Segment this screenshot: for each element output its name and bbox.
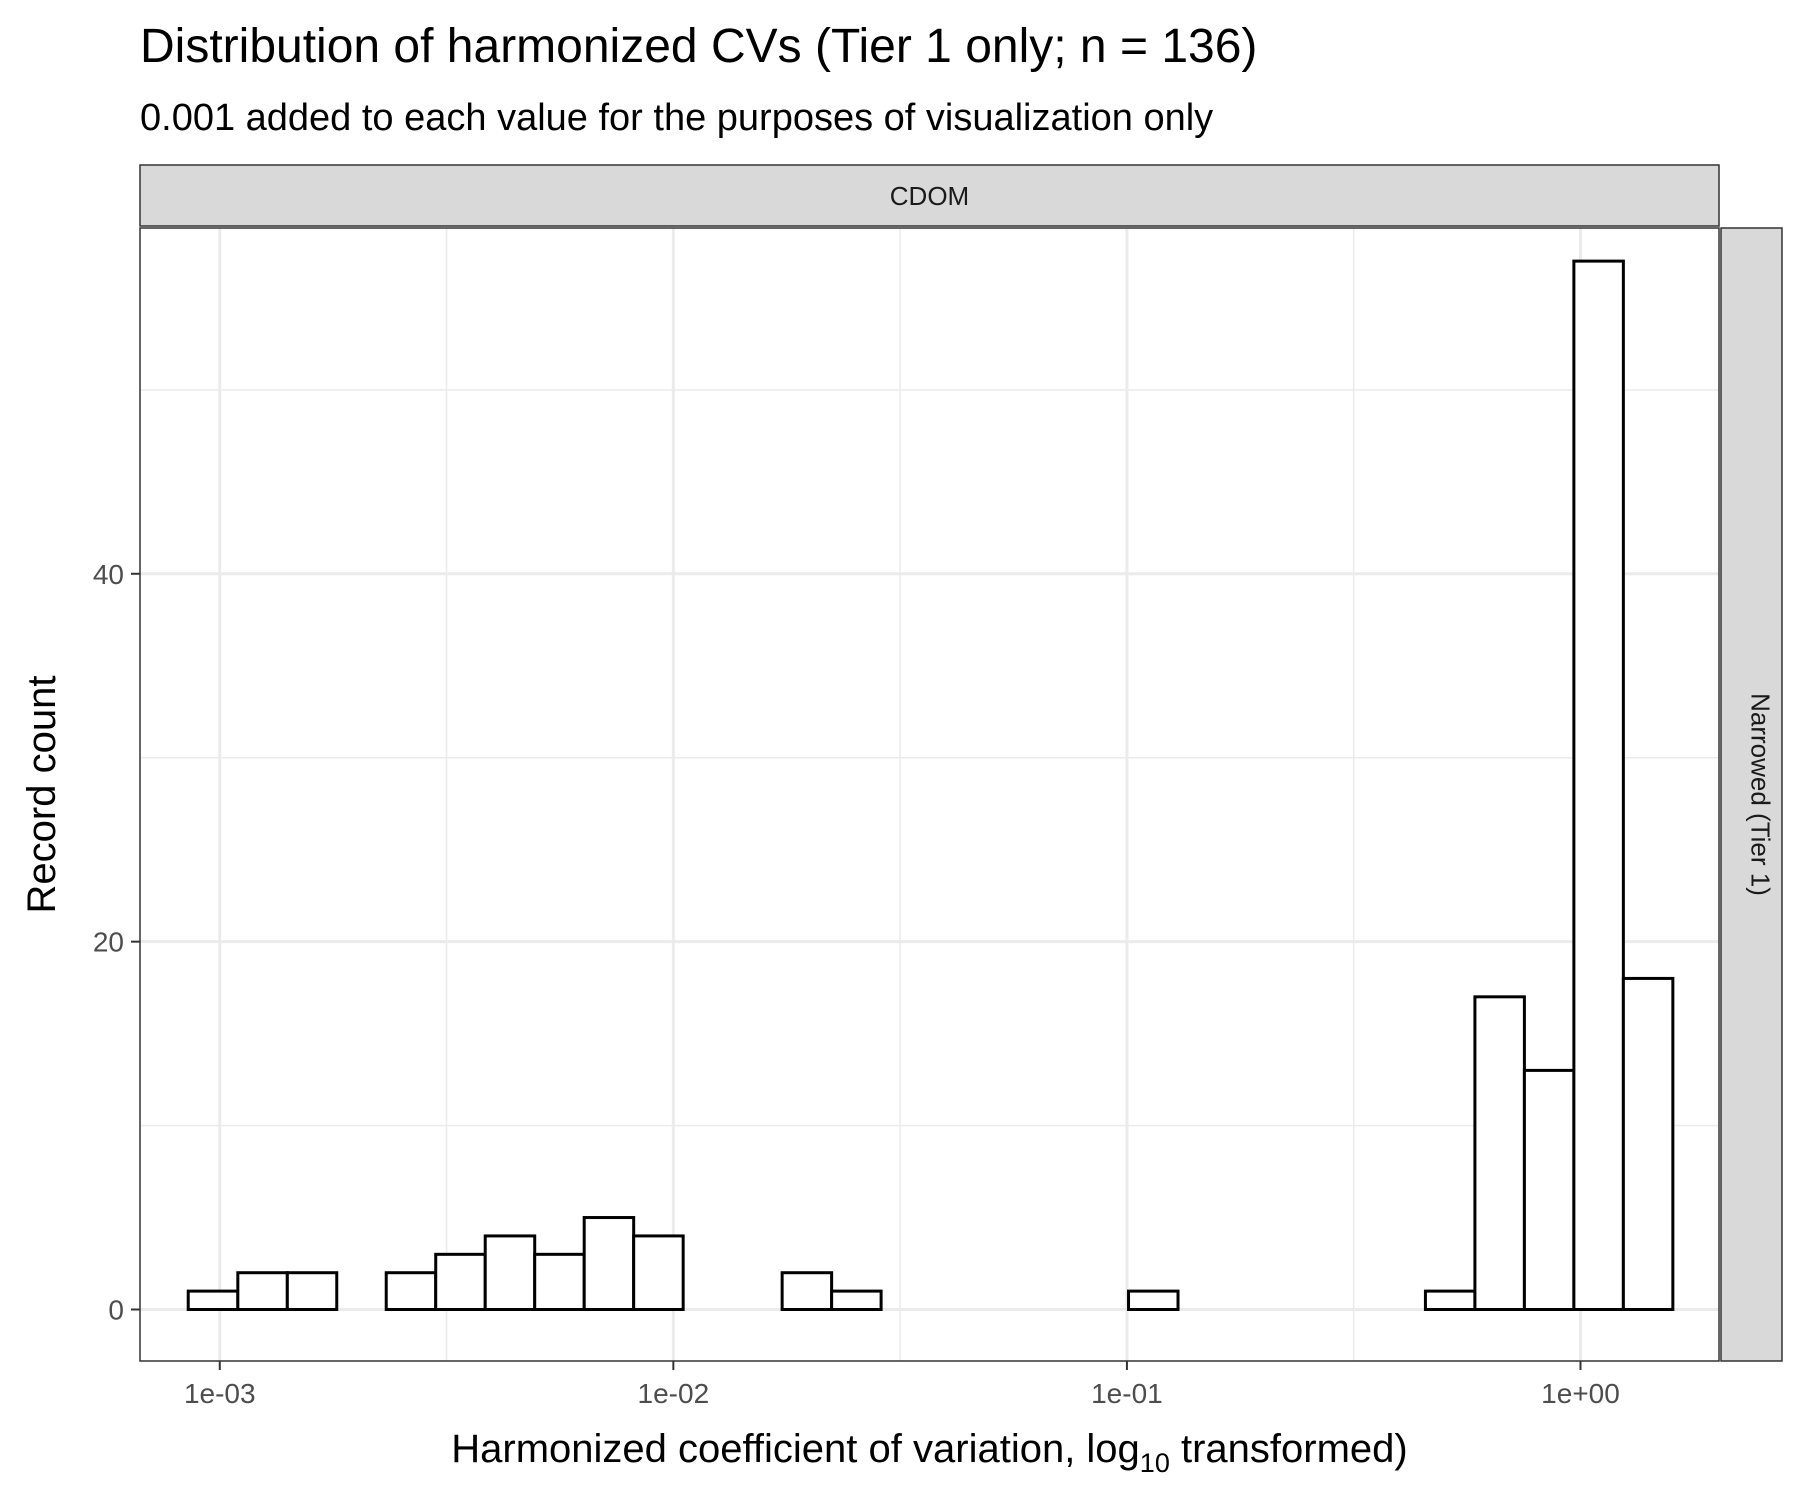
histogram-bar <box>830 1289 883 1312</box>
plot-panel <box>140 228 1719 1361</box>
x-tick-label: 1e-03 <box>184 1378 256 1409</box>
chart-subtitle: 0.001 added to each value for the purpos… <box>140 97 1213 139</box>
histogram-bar <box>1127 1289 1180 1312</box>
y-tick-label: 0 <box>108 1295 124 1326</box>
histogram-bar <box>1522 1068 1576 1311</box>
histogram-bar <box>1572 259 1625 1311</box>
histogram-bar <box>384 1271 438 1311</box>
facet-strip-right <box>1720 227 1783 1362</box>
histogram-bar <box>236 1271 289 1311</box>
y-axis-title: Record count <box>20 676 64 914</box>
x-axis-title: Harmonized coefficient of variation, log… <box>451 1427 1407 1478</box>
y-tick-label: 20 <box>93 927 124 958</box>
plot-panel-border <box>139 227 1720 1362</box>
facet-strip-top-label: CDOM <box>890 181 969 211</box>
histogram-bar <box>483 1234 537 1312</box>
histogram-bar <box>285 1271 339 1311</box>
x-axis-title-subscript: 10 <box>1140 1448 1170 1478</box>
histogram-bar <box>533 1252 586 1311</box>
histogram-bar <box>186 1289 240 1312</box>
facet-strip-top <box>139 164 1720 227</box>
histogram-bar <box>434 1252 487 1311</box>
facet-strip-right-label: Narrowed (Tier 1) <box>1746 693 1776 896</box>
x-axis-title-main: Harmonized coefficient of variation, log <box>451 1427 1140 1471</box>
histogram-bar <box>1423 1289 1477 1312</box>
x-tick-label: 1e-02 <box>638 1378 710 1409</box>
y-tick-label: 40 <box>93 559 124 590</box>
chart-title: Distribution of harmonized CVs (Tier 1 o… <box>140 20 1257 73</box>
histogram-bar <box>582 1216 636 1312</box>
axes: 0 20 40 1e-03 1e-02 1e-01 1e+00 <box>93 559 1620 1409</box>
histogram-bar <box>1473 995 1526 1311</box>
histogram-bars <box>186 259 1675 1312</box>
x-axis-title-tail: transformed) <box>1170 1427 1408 1471</box>
histogram-bar <box>632 1234 685 1312</box>
x-tick-label: 1e+00 <box>1541 1378 1620 1409</box>
histogram-bar <box>780 1271 834 1311</box>
histogram-bar <box>1621 976 1675 1312</box>
x-tick-label: 1e-01 <box>1091 1378 1163 1409</box>
